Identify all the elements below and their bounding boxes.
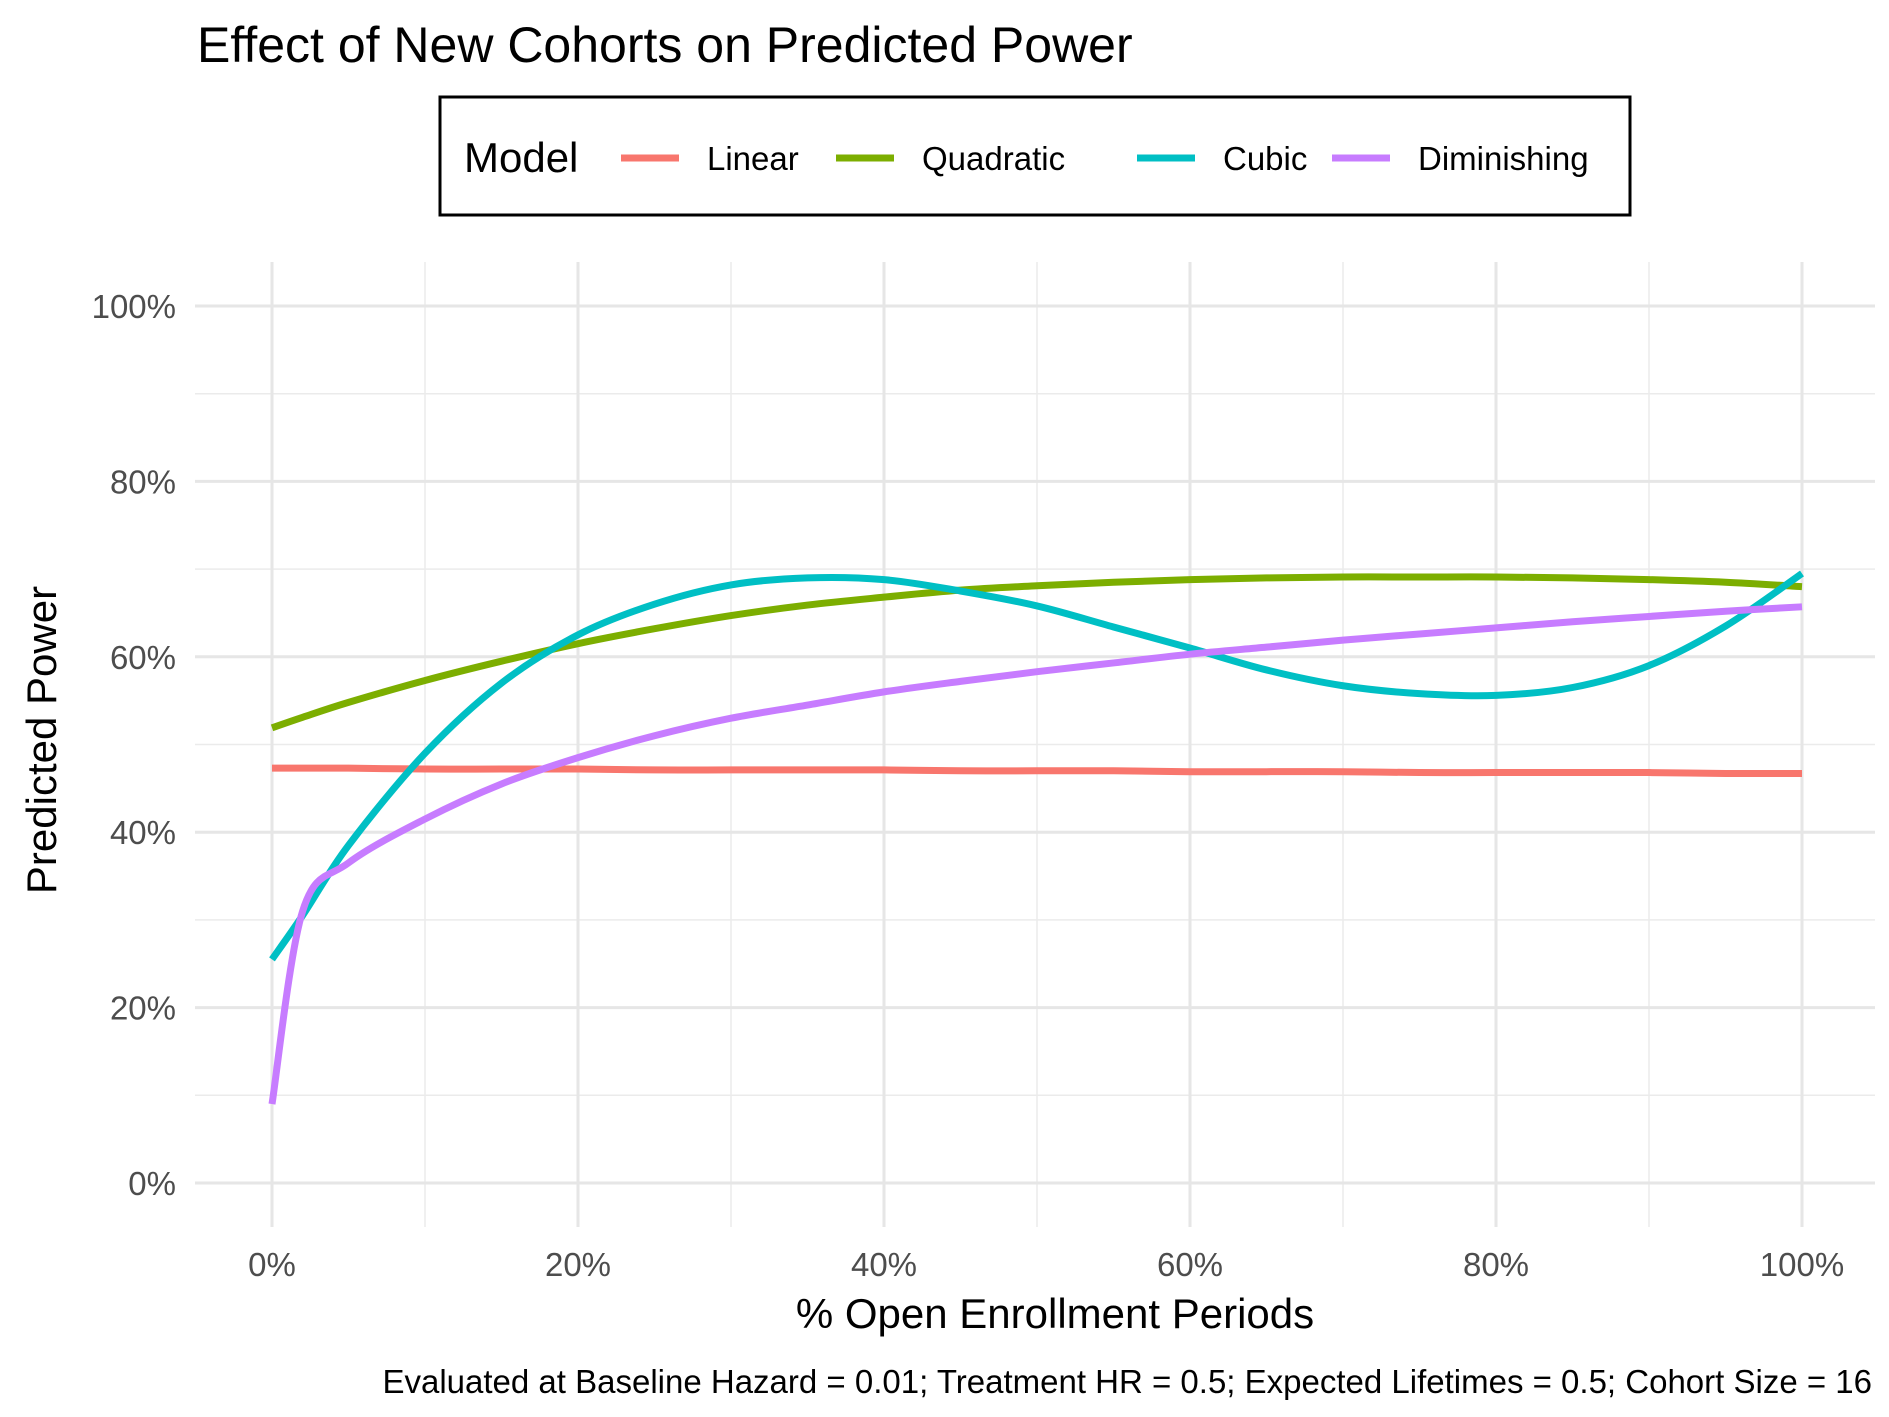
legend-entry-linear: Linear xyxy=(621,140,799,177)
y-tick-label: 20% xyxy=(110,990,176,1027)
series-line-quadratic xyxy=(270,573,1803,732)
x-tick-label: 100% xyxy=(1760,1246,1844,1283)
x-tick-label: 40% xyxy=(851,1246,917,1283)
y-axis-ticks: 0% 20% 40% 60% 80% 100% xyxy=(92,288,176,1202)
grid xyxy=(195,262,1875,1227)
x-tick-label: 60% xyxy=(1157,1246,1223,1283)
series-lines xyxy=(268,570,1804,1105)
legend-title: Model xyxy=(464,134,578,181)
legend: Model Linear Quadratic Cubic Diminishing xyxy=(438,95,1632,217)
x-tick-label: 0% xyxy=(248,1246,296,1283)
x-tick-label: 80% xyxy=(1463,1246,1529,1283)
legend-label-quadratic: Quadratic xyxy=(922,140,1065,177)
x-axis-ticks: 0% 20% 40% 60% 80% 100% xyxy=(248,1246,1844,1283)
chart-title: Effect of New Cohorts on Predicted Power xyxy=(197,17,1133,73)
legend-entries: Linear Quadratic Cubic Diminishing xyxy=(621,140,1589,177)
legend-entry-quadratic: Quadratic xyxy=(836,140,1065,177)
y-tick-label: 80% xyxy=(110,463,176,500)
y-tick-label: 0% xyxy=(128,1165,176,1202)
x-tick-label: 20% xyxy=(545,1246,611,1283)
y-tick-label: 100% xyxy=(92,288,176,325)
y-tick-label: 40% xyxy=(110,814,176,851)
legend-label-linear: Linear xyxy=(707,140,799,177)
legend-label-cubic: Cubic xyxy=(1223,140,1307,177)
legend-entry-cubic: Cubic xyxy=(1137,140,1307,177)
legend-label-diminishing: Diminishing xyxy=(1418,140,1589,177)
series-line-linear xyxy=(272,764,1803,778)
legend-entry-diminishing: Diminishing xyxy=(1332,140,1589,177)
series-line-diminishing xyxy=(268,603,1803,1105)
chart-caption: Evaluated at Baseline Hazard = 0.01; Tre… xyxy=(382,1363,1872,1400)
series-line-cubic xyxy=(269,570,1804,962)
x-axis-title: % Open Enrollment Periods xyxy=(796,1290,1314,1337)
y-axis-title: Predicted Power xyxy=(18,586,65,894)
y-tick-label: 60% xyxy=(110,639,176,676)
